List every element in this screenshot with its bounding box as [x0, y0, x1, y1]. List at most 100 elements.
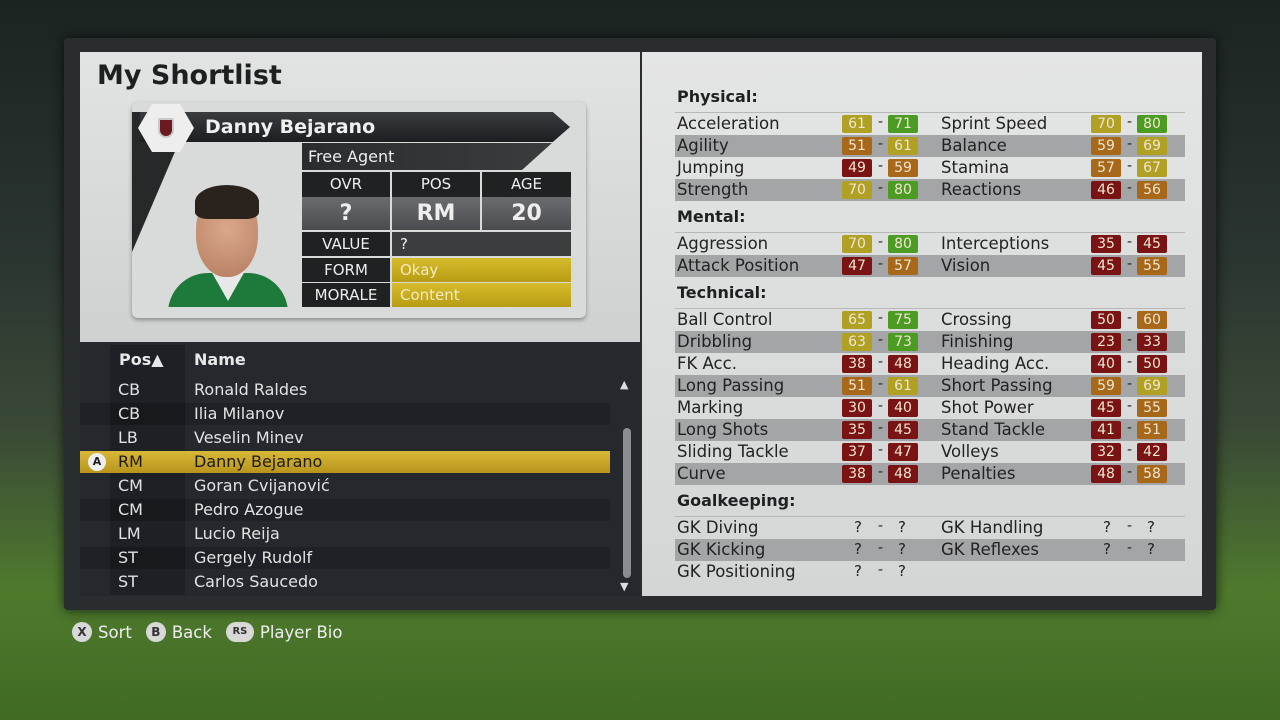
player-bio-hint[interactable]: RS Player Bio: [225, 622, 343, 642]
player-name: Ronald Raldes: [194, 380, 308, 399]
b-button-icon: B: [145, 622, 166, 642]
ovr-label: OVR: [302, 172, 390, 197]
attribute-min: 45: [1091, 399, 1121, 417]
attribute-label: Crossing: [941, 310, 1012, 329]
attribute-row: Aggression 70-80 Interceptions 35-45: [675, 233, 1185, 255]
player-position: RM: [118, 452, 143, 471]
attribute-max: 50: [1137, 355, 1167, 373]
attribute-row: Sliding Tackle 37-47 Volleys 32-42: [675, 441, 1185, 463]
button-hints: X Sort B Back RS Player Bio: [72, 620, 356, 644]
attribute-label: Volleys: [941, 442, 999, 461]
attribute-min: 50: [1091, 311, 1121, 329]
attribute-max: 60: [1137, 311, 1167, 329]
hint-label: Player Bio: [259, 622, 343, 642]
attribute-row: Marking 30-40 Shot Power 45-55: [675, 397, 1185, 419]
range-separator: -: [878, 398, 884, 414]
player-position: CM: [118, 500, 143, 519]
attribute-label: Vision: [941, 256, 991, 275]
range-separator: -: [878, 114, 884, 130]
morale-label: MORALE: [302, 283, 390, 307]
player-position: CB: [118, 380, 141, 399]
attribute-row: Long Passing 51-61 Short Passing 59-69: [675, 375, 1185, 397]
range-separator: -: [878, 180, 884, 196]
attribute-row: FK Acc. 38-48 Heading Acc. 40-50: [675, 353, 1185, 375]
hint-label: Back: [171, 622, 212, 642]
form-label: FORM: [302, 258, 390, 282]
list-item[interactable]: LB Veselin Minev: [80, 427, 610, 449]
range-separator: -: [878, 464, 884, 480]
scroll-down-icon[interactable]: ▼: [620, 580, 629, 593]
technical-section-header: Technical:: [675, 277, 1185, 309]
list-item[interactable]: CB Ilia Milanov: [80, 403, 610, 425]
player-name: Danny Bejarano: [205, 116, 376, 138]
player-position: ST: [118, 548, 138, 567]
attribute-max: 47: [888, 443, 918, 461]
sort-hint[interactable]: X Sort: [72, 622, 132, 642]
attribute-max: 67: [1137, 159, 1167, 177]
attribute-label: GK Positioning: [677, 562, 796, 581]
range-separator: -: [1127, 464, 1133, 480]
attribute-min: 41: [1091, 421, 1121, 439]
attribute-min: 30: [842, 399, 872, 417]
range-separator: -: [878, 310, 884, 326]
range-separator: -: [878, 354, 884, 370]
attribute-min: 37: [842, 443, 872, 461]
player-attributes: Physical: Acceleration 61-71 Sprint Speed 70…: [675, 81, 1185, 583]
attribute-max: ?: [898, 518, 906, 536]
rs-button-icon: RS: [225, 622, 254, 642]
range-separator: -: [1127, 376, 1133, 392]
name-column-header[interactable]: Name: [194, 350, 246, 369]
scrollbar-thumb[interactable]: [623, 428, 631, 578]
attribute-min: 61: [842, 115, 872, 133]
list-item[interactable]: A RM Danny Bejarano: [80, 451, 610, 473]
attribute-min: 57: [1091, 159, 1121, 177]
physical-section-header: Physical:: [675, 81, 1185, 113]
attribute-min: 47: [842, 257, 872, 275]
contract-status: Free Agent: [302, 143, 552, 170]
morale-value: Content: [392, 283, 571, 307]
attribute-max: ?: [1147, 518, 1155, 536]
list-item[interactable]: LM Lucio Reija: [80, 523, 610, 545]
attribute-label: Penalties: [941, 464, 1016, 483]
list-item[interactable]: ST Gergely Rudolf: [80, 547, 610, 569]
attribute-min: 70: [842, 181, 872, 199]
range-separator: -: [878, 332, 884, 348]
age-label: AGE: [482, 172, 571, 197]
attribute-min: ?: [854, 518, 862, 536]
player-photo: [163, 185, 293, 307]
player-name: Lucio Reija: [194, 524, 280, 543]
attribute-min: 48: [1091, 465, 1121, 483]
list-item[interactable]: CM Goran Cvijanović: [80, 475, 610, 497]
attribute-row: Long Shots 35-45 Stand Tackle 41-51: [675, 419, 1185, 441]
player-position: CB: [118, 404, 141, 423]
pos-column-header[interactable]: Pos▲: [119, 350, 164, 369]
range-separator: -: [878, 136, 884, 152]
pos-value: RM: [392, 197, 480, 230]
scrollbar[interactable]: ▲ ▼: [620, 378, 634, 594]
pos-label: POS: [392, 172, 480, 197]
list-item[interactable]: CB Ronald Raldes: [80, 379, 610, 401]
attribute-label: Balance: [941, 136, 1007, 155]
attribute-label: Stand Tackle: [941, 420, 1046, 439]
attribute-min: 45: [1091, 257, 1121, 275]
attribute-max: 73: [888, 333, 918, 351]
range-separator: -: [1127, 136, 1133, 152]
a-button-icon: A: [88, 453, 106, 471]
range-separator: -: [1127, 114, 1133, 130]
attribute-label: Sliding Tackle: [677, 442, 789, 461]
attribute-min: 59: [1091, 137, 1121, 155]
attribute-max: 69: [1137, 137, 1167, 155]
attribute-min: 23: [1091, 333, 1121, 351]
attribute-max: 80: [1137, 115, 1167, 133]
attribute-max: 58: [1137, 465, 1167, 483]
attribute-min: 40: [1091, 355, 1121, 373]
list-item[interactable]: CM Pedro Azogue: [80, 499, 610, 521]
back-hint[interactable]: B Back: [145, 622, 212, 642]
attribute-max: 48: [888, 465, 918, 483]
player-position: LB: [118, 428, 138, 447]
attribute-min: ?: [1103, 540, 1111, 558]
attribute-max: 57: [888, 257, 918, 275]
list-item[interactable]: ST Carlos Saucedo: [80, 571, 610, 593]
scroll-up-icon[interactable]: ▲: [620, 378, 629, 391]
attribute-label: Dribbling: [677, 332, 753, 351]
